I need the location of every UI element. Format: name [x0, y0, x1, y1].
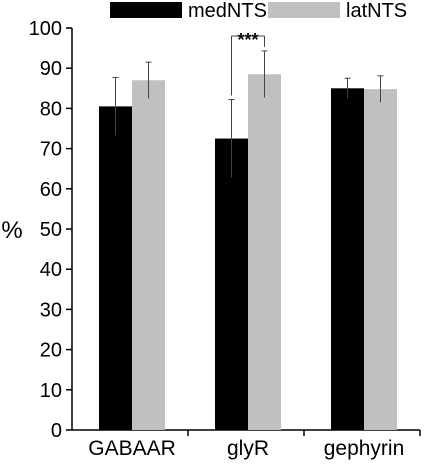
y-tick-label: 40: [40, 259, 62, 281]
y-tick-label: 50: [40, 219, 62, 241]
y-tick-label: 0: [51, 420, 62, 442]
bar-medNTS-gephyrin: [331, 88, 364, 431]
bar-latNTS-glyR: [248, 74, 281, 430]
y-tick-label: 20: [40, 340, 62, 362]
x-tick-label: GABAAR: [88, 437, 176, 460]
significance-label: ***: [237, 30, 258, 50]
bars-group: [99, 50, 397, 431]
y-tick-label: 60: [40, 179, 62, 201]
x-tick-label: glyR: [227, 437, 269, 460]
y-axis-label: %: [1, 217, 22, 244]
bar-latNTS-GABAAR: [132, 80, 165, 430]
legend-swatch-medNTS: [110, 2, 182, 18]
y-tick-label: 100: [29, 18, 62, 40]
axes: 0 10 20 30 40 50 60 70 80 90 100% GABAAR glyR gephyri…: [1, 18, 421, 460]
bar-latNTS-gephyrin: [364, 89, 397, 430]
y-tick-label: 30: [40, 299, 62, 321]
legend-swatch-latNTS: [268, 2, 340, 18]
annotations-group: ***: [231, 30, 265, 96]
y-tick-label: 70: [40, 139, 62, 161]
y-tick-label: 90: [40, 58, 62, 80]
x-tick-label: gephyrin: [324, 437, 405, 460]
legend: medNTS latNTS: [110, 0, 407, 22]
bar-medNTS-glyR: [215, 138, 248, 431]
legend-label-latNTS: latNTS: [346, 0, 407, 22]
legend-label-medNTS: medNTS: [188, 0, 267, 22]
y-tick-label: 10: [40, 380, 62, 402]
y-tick-label: 80: [40, 98, 62, 120]
bar-medNTS-GABAAR: [99, 106, 132, 430]
